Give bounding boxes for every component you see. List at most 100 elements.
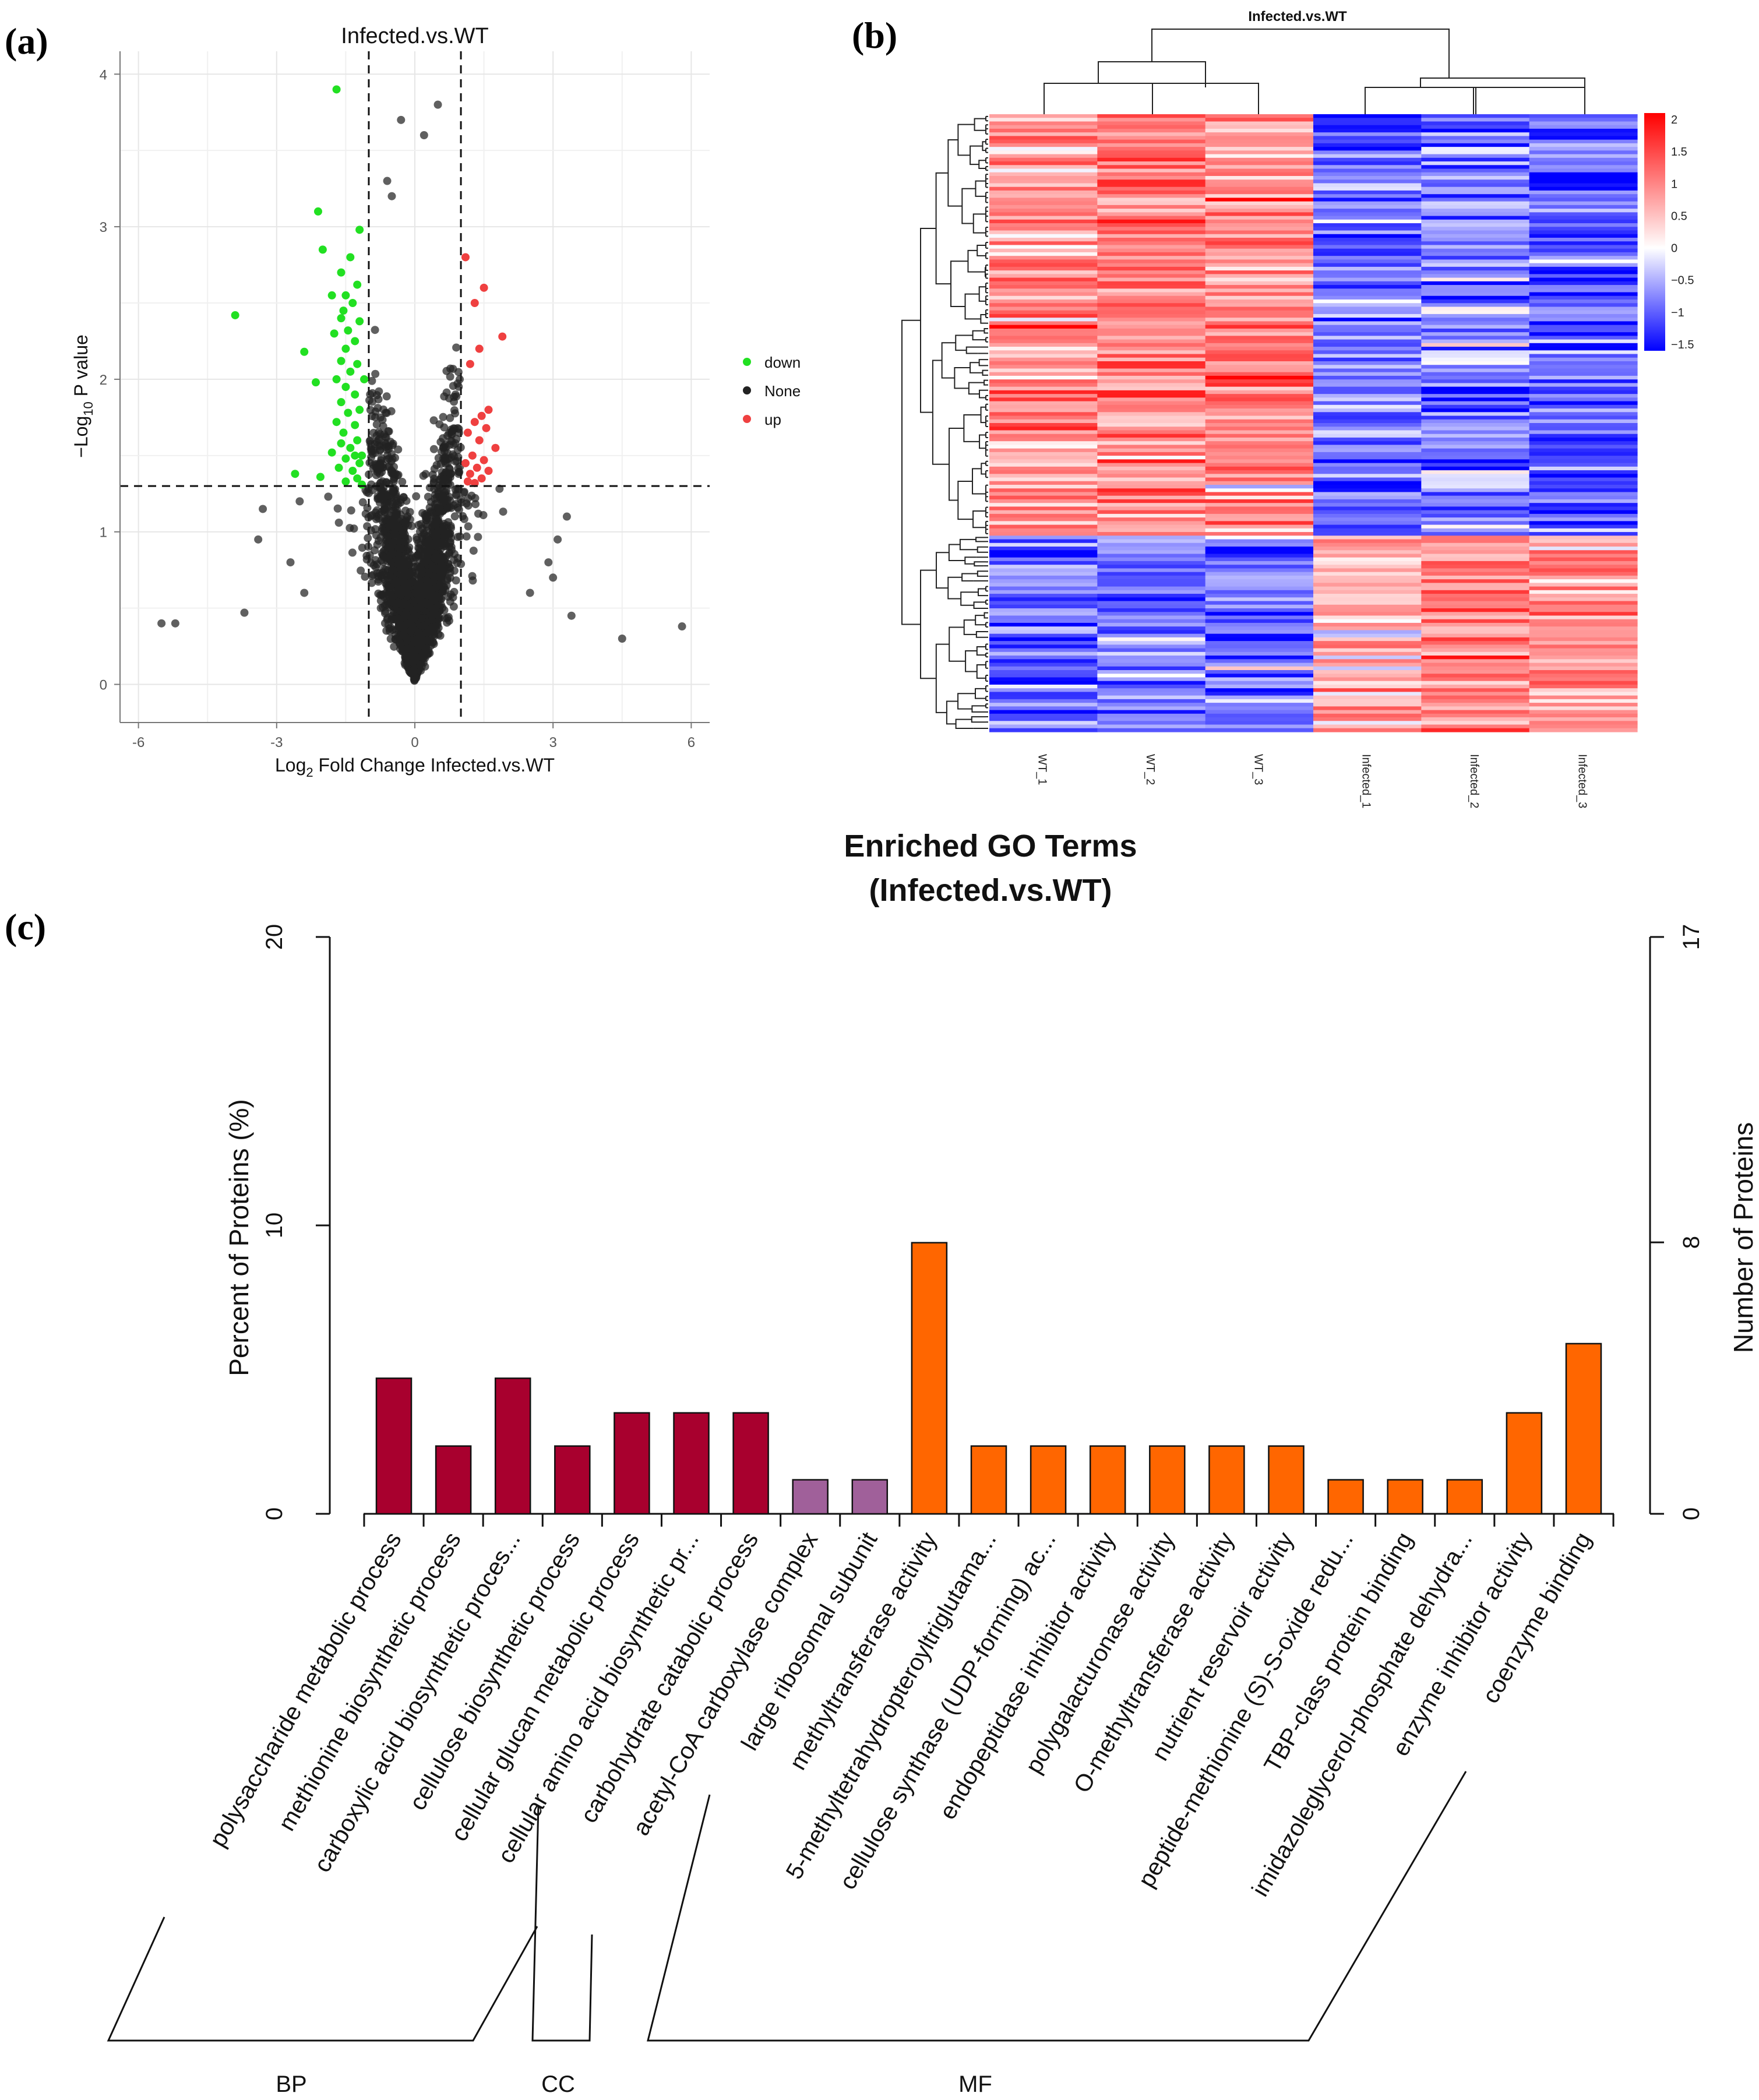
heatmap-cell — [1421, 495, 1530, 500]
heatmap-cell — [1097, 219, 1206, 224]
go-right-tick-label: 8 — [1679, 1236, 1704, 1249]
heatmap-cell — [1421, 139, 1530, 144]
heatmap-cell — [1529, 670, 1638, 674]
heatmap-cell — [1313, 300, 1422, 304]
volcano-point-none — [386, 511, 395, 520]
heatmap-cell — [1313, 513, 1422, 518]
heatmap-cell — [1097, 470, 1206, 474]
volcano-point-down — [360, 375, 369, 383]
heatmap-cell — [1421, 252, 1530, 256]
heatmap-cell — [1313, 717, 1422, 721]
volcano-ticks: -6 -3 0 3 6 0 1 2 3 4 — [100, 67, 695, 750]
heatmap-cell — [1529, 288, 1638, 293]
volcano-point-none — [388, 549, 397, 558]
volcano-x-tick-label: 3 — [549, 735, 557, 750]
heatmap-cell — [1097, 321, 1206, 326]
volcano-point-none — [453, 503, 462, 512]
heatmap-cell — [1529, 699, 1638, 703]
heatmap-cell — [989, 637, 1098, 642]
heatmap-cell — [989, 397, 1098, 402]
heatmap-cell — [1097, 557, 1206, 562]
heatmap-cell — [1529, 394, 1638, 398]
heatmap-cell — [989, 521, 1098, 526]
volcano-point-none — [437, 561, 446, 570]
volcano-point-none — [450, 566, 459, 575]
heatmap-cell — [1421, 477, 1530, 482]
heatmap-cell — [1205, 637, 1314, 642]
heatmap-cell — [1313, 456, 1422, 460]
volcano-point-none — [367, 448, 376, 456]
heatmap-cell — [1313, 510, 1422, 515]
heatmap-cell — [1097, 412, 1206, 417]
heatmap-cell — [1097, 161, 1206, 165]
volcano-point-none — [469, 547, 478, 555]
heatmap-cell — [1421, 524, 1530, 529]
heatmap-cell — [1097, 383, 1206, 387]
heatmap-cell — [1205, 285, 1314, 289]
row-dendrogram-branch — [978, 389, 986, 399]
heatmap-cell — [1205, 114, 1314, 118]
heatmap-cell — [1313, 219, 1422, 224]
colorbar-tick-label: 0.5 — [1671, 210, 1687, 223]
volcano-point-none — [394, 622, 403, 631]
volcano-point-none — [544, 558, 553, 567]
heatmap-cell — [1529, 310, 1638, 315]
heatmap-cell — [1313, 147, 1422, 151]
heatmap-cell — [1421, 288, 1530, 293]
heatmap-cell — [1097, 434, 1206, 438]
heatmap-cell — [1529, 717, 1638, 721]
heatmap-cell — [1529, 684, 1638, 689]
heatmap-cell — [1097, 583, 1206, 587]
volcano-point-none — [392, 511, 401, 520]
heatmap-cell — [1529, 594, 1638, 598]
heatmap-cell — [1097, 474, 1206, 478]
go-bar — [1030, 1445, 1067, 1515]
heatmap-cell — [1205, 630, 1314, 635]
heatmap-cell — [1205, 579, 1314, 583]
heatmap-cell — [1205, 488, 1314, 493]
heatmap-cell — [1097, 706, 1206, 711]
heatmap-cell — [989, 223, 1098, 227]
heatmap-cell — [1421, 648, 1530, 653]
heatmap-cell — [989, 343, 1098, 347]
heatmap-cell — [1097, 147, 1206, 151]
heatmap-cell — [1529, 517, 1638, 522]
row-dendrogram-branch — [972, 468, 986, 495]
heatmap-cell — [1097, 354, 1206, 358]
heatmap-cell — [1313, 263, 1422, 267]
heatmap-cell — [1421, 684, 1530, 689]
heatmap-cell — [1421, 147, 1530, 151]
heatmap-cell — [1205, 412, 1314, 417]
volcano-point-none — [392, 494, 401, 503]
heatmap-cell — [1205, 241, 1314, 246]
heatmap-cell — [1205, 434, 1314, 438]
heatmap-cell — [1097, 386, 1206, 391]
heatmap-cell — [1529, 547, 1638, 551]
heatmap-cell — [1313, 303, 1422, 308]
heatmap-cell — [1313, 532, 1422, 536]
heatmap-cell — [1097, 368, 1206, 373]
heatmap-cell — [1529, 503, 1638, 508]
heatmap-cell — [1097, 114, 1206, 118]
heatmap-cell — [989, 118, 1098, 122]
heatmap-cell — [1097, 466, 1206, 471]
heatmap-cell — [1529, 372, 1638, 376]
row-dendrogram-branch — [977, 244, 986, 256]
heatmap-cell — [989, 437, 1098, 442]
heatmap-cell — [1421, 313, 1530, 318]
volcano-point-up — [470, 478, 479, 487]
volcano-point-none — [381, 607, 390, 616]
heatmap-cell — [1313, 306, 1422, 311]
heatmap-cell — [1421, 448, 1530, 453]
heatmap-cell — [989, 172, 1098, 177]
heatmap-cell — [1529, 121, 1638, 126]
heatmap-cell — [1205, 554, 1314, 558]
heatmap-cell — [1421, 150, 1530, 155]
heatmap-cell — [1313, 332, 1422, 336]
volcano-title: Infected.vs.WT — [341, 24, 488, 48]
colorbar — [1644, 113, 1665, 351]
heatmap-cell — [1529, 259, 1638, 264]
heatmap-cell — [1205, 318, 1314, 322]
volcano-point-none — [428, 528, 436, 537]
heatmap-cell — [1313, 619, 1422, 623]
